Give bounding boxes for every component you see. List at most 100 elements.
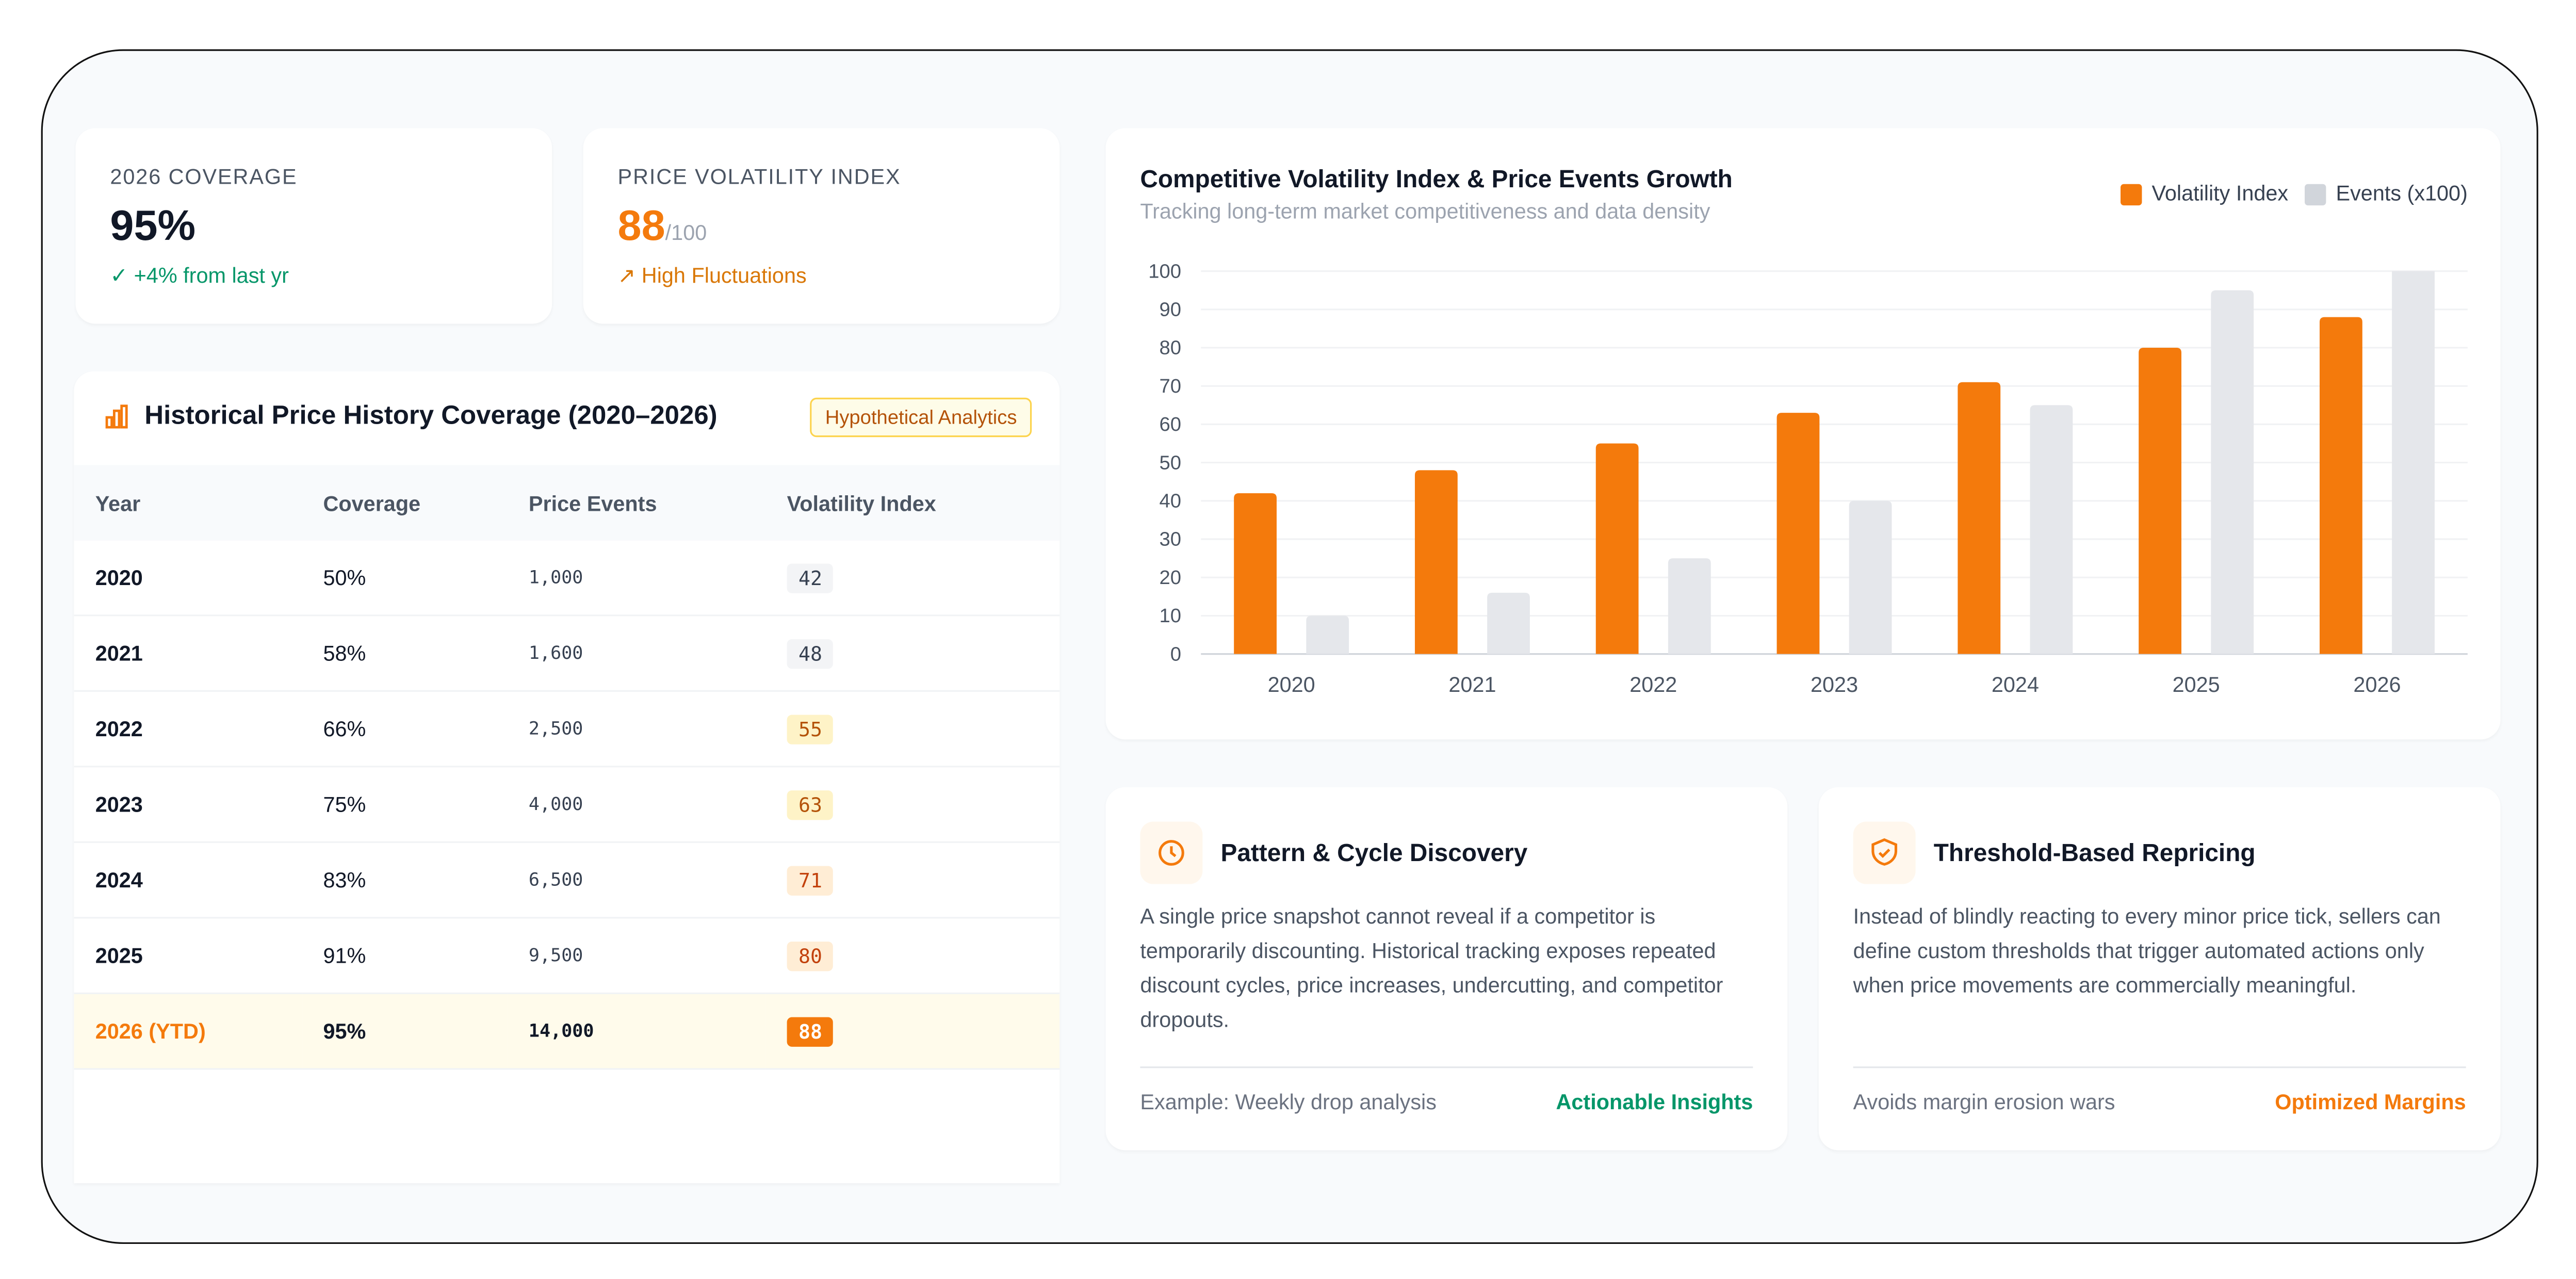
bar [1958, 382, 2001, 654]
card-value: 95% [110, 200, 196, 250]
feature-title: Threshold-Based Repricing [1933, 839, 2256, 868]
volatility-badge: 55 [787, 714, 834, 744]
table-cell: 2021 [74, 615, 302, 692]
x-tick-label: 2024 [1992, 673, 2039, 697]
bar [2030, 405, 2073, 654]
card-note: ↗ High Fluctuations [618, 263, 807, 289]
bar [1776, 413, 1820, 654]
table-cell: 2026 (YTD) [74, 993, 302, 1070]
value: 88 [617, 200, 665, 250]
bar [1234, 493, 1277, 654]
table-cell: 2,500 [507, 691, 766, 768]
table-cell: 58% [302, 615, 508, 692]
x-tick-label: 2025 [2173, 673, 2220, 697]
table-cell: 66% [302, 691, 508, 768]
card-label: PRICE VOLATILITY INDEX [617, 164, 901, 189]
y-tick-label: 50 [1159, 451, 1181, 474]
volatility-card: PRICE VOLATILITY INDEX 88/100 ↗ High Flu… [583, 128, 1060, 324]
bar [1487, 592, 1530, 654]
table-cell: 42 [765, 540, 1060, 617]
table-cell: 2020 [74, 540, 302, 617]
note-text: +4% from last yr [134, 263, 289, 288]
table-cell: 50% [302, 540, 508, 617]
table-cell: 71 [765, 842, 1060, 919]
legend-swatch [2121, 184, 2142, 206]
bar [1306, 616, 1349, 654]
table-cell: 80 [765, 917, 1060, 994]
table-cell: 2024 [74, 842, 302, 919]
table-title: Historical Price History Coverage (2020–… [144, 402, 718, 431]
x-tick-label: 2020 [1268, 673, 1315, 697]
x-tick-label: 2022 [1629, 673, 1677, 697]
table-cell: 83% [302, 842, 508, 919]
feature-text: Instead of blindly reacting to every min… [1853, 903, 2441, 998]
footer-note: Avoids margin erosion wars [1853, 1089, 2115, 1114]
y-tick-label: 40 [1159, 490, 1181, 512]
table-cell: 2025 [74, 917, 302, 994]
y-tick-label: 0 [1170, 643, 1181, 665]
feature-card: Threshold-Based Repricing Instead of blin… [1818, 787, 2501, 1151]
card-value: 88/100 [618, 201, 707, 252]
card-note: ✓ +4% from last yr [110, 263, 289, 289]
volatility-badge: 63 [787, 789, 834, 819]
table-panel: Historical Price History Coverage (2020–… [74, 371, 1060, 1184]
table-row: 2026 (YTD) 95% 14,000 88 [74, 993, 1060, 1070]
table-cell: 14,000 [507, 993, 766, 1070]
volatility-badge: 88 [787, 1016, 834, 1046]
footer-tag: Actionable Insights [1556, 1089, 1753, 1114]
table-cell: 91% [302, 917, 508, 994]
table-cell: 2023 [74, 766, 302, 843]
table-cell: 9,500 [507, 917, 766, 994]
table-cell: 75% [302, 766, 508, 843]
feature-footer: Avoids margin erosion wars Optimized Marg… [1853, 1066, 2466, 1114]
chart-icon [105, 404, 128, 429]
y-tick-label: 10 [1159, 605, 1181, 627]
y-tick-label: 30 [1159, 528, 1181, 551]
table-row: 2023 75% 4,000 63 [74, 766, 1060, 843]
chart-title: Competitive Volatility Index & Price Eve… [1140, 166, 1732, 193]
table-cell: 1,000 [507, 540, 766, 617]
plot [1234, 271, 2435, 654]
volatility-badge: 42 [787, 562, 834, 593]
header-row: Year Coverage Price Events Volatility Index [74, 465, 1060, 541]
feature-title: Pattern & Cycle Discovery [1220, 839, 1528, 868]
feature-card: Pattern & Cycle Discovery A single price … [1105, 787, 1788, 1151]
history-table: Year Coverage Price Events Volatility Index… [74, 465, 1060, 1070]
table-row: 2024 83% 6,500 71 [74, 842, 1060, 919]
trend-icon: ↗ [617, 263, 642, 288]
y-tick-label: 20 [1159, 566, 1181, 589]
feature-icon [1140, 821, 1203, 884]
card-label: 2026 COVERAGE [110, 164, 298, 189]
icon-glyph [1159, 840, 1184, 866]
table-row: 2025 91% 9,500 80 [74, 917, 1060, 994]
table-row: 2020 50% 1,000 42 [74, 540, 1060, 617]
chart-subtitle: Tracking long-term market competitivenes… [1140, 200, 1710, 223]
note-text: High Fluctuations [641, 263, 807, 288]
y-tick-label: 100 [1148, 260, 1181, 282]
icon-glyph [1871, 838, 1898, 866]
bar [1414, 470, 1458, 654]
table-cell: 55 [765, 691, 1060, 768]
feature-icon [1853, 821, 1916, 884]
check-icon: ✓ [110, 263, 134, 288]
feature-text: A single price snapshot cannot reveal if… [1140, 903, 1723, 1032]
table-cell: 1,600 [507, 615, 766, 692]
table-cell: 2022 [74, 691, 302, 768]
bar [2139, 347, 2181, 654]
volatility-badge: 80 [787, 941, 834, 970]
volatility-badge: 71 [787, 865, 834, 895]
x-tick-label: 2023 [1811, 673, 1858, 697]
table-row: 2022 66% 2,500 55 [74, 691, 1060, 768]
suffix: /100 [665, 220, 707, 245]
footer-note: Example: Weekly drop analysis [1140, 1089, 1437, 1114]
bar [1849, 500, 1892, 654]
y-tick-label: 70 [1159, 375, 1181, 397]
volatility-badge: 48 [787, 638, 834, 668]
x-tick-label: 2026 [2353, 673, 2401, 697]
x-tick-label: 2021 [1448, 673, 1496, 697]
legend-label: Volatility Index [2152, 182, 2289, 205]
bar [1668, 558, 1711, 654]
coverage-card: 2026 COVERAGE 95% ✓ +4% from last yr [75, 128, 552, 324]
